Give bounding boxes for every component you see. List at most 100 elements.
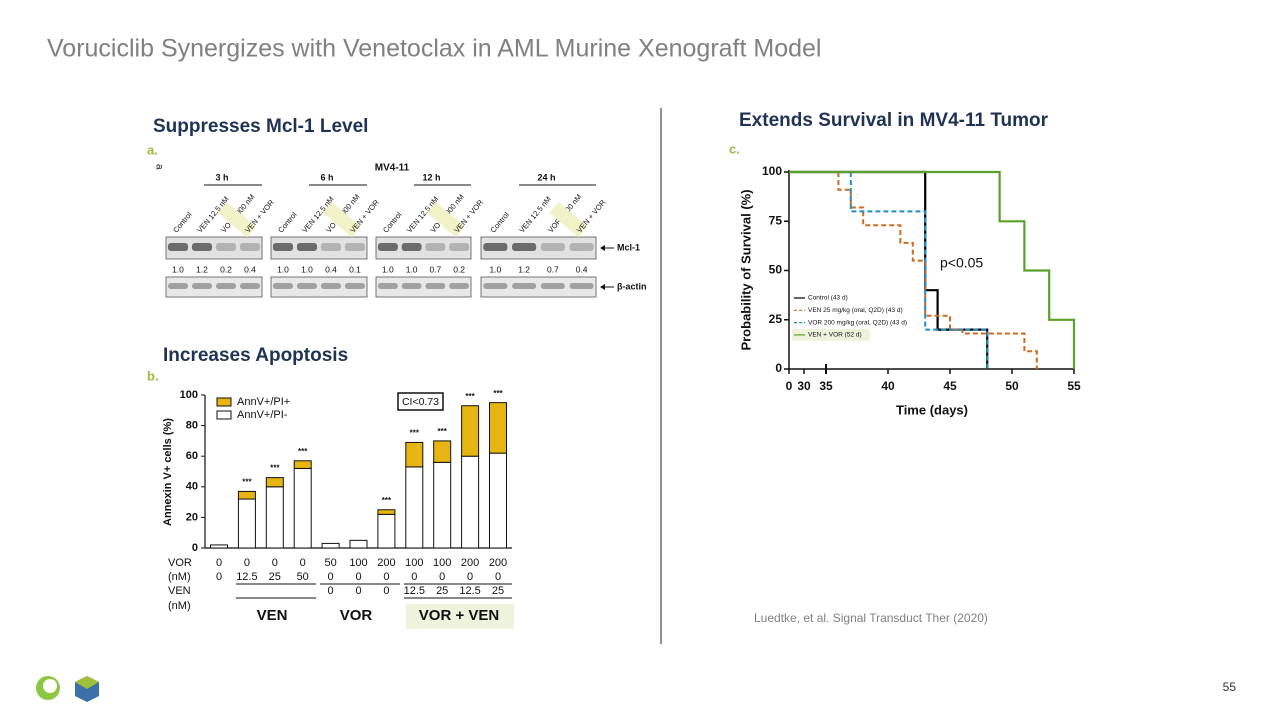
blot-frame <box>375 236 472 260</box>
x-row-label: VOR <box>168 557 192 569</box>
bar-segment <box>265 477 284 488</box>
band <box>191 283 213 289</box>
bar-segment <box>377 509 396 515</box>
legend-label: AnnV+/PI+ <box>237 396 290 408</box>
density-value: 0.4 <box>325 264 337 274</box>
citation: Luedtke, et al. Signal Transduct Ther (2… <box>754 611 988 625</box>
band <box>215 243 237 251</box>
x-tick-label: 40 <box>881 379 895 393</box>
time-label: 6 h <box>320 172 333 182</box>
x-tick-label: 200 <box>377 557 395 569</box>
x-tick-label: 0 <box>216 557 222 569</box>
band <box>540 283 565 289</box>
logo-circle <box>43 679 57 693</box>
bar-segment <box>433 461 452 549</box>
time-label: 24 h <box>537 172 555 182</box>
density-value: 0.7 <box>547 264 559 274</box>
x-tick-label: 0 <box>328 571 334 583</box>
density-value: 0.7 <box>429 264 441 274</box>
band <box>540 243 565 251</box>
y-tick-label: 100 <box>180 389 198 401</box>
x-tick-label: 0 <box>467 571 473 583</box>
band <box>483 283 508 289</box>
x-tick-label: 25 <box>436 585 448 597</box>
band <box>239 243 261 251</box>
significance: *** <box>298 447 308 456</box>
band <box>377 243 398 251</box>
bar-segment <box>461 405 480 457</box>
band <box>272 243 294 251</box>
density-value: 1.2 <box>518 264 530 274</box>
bar-segment <box>349 539 368 549</box>
row-label: Mcl-1 <box>617 242 640 252</box>
y-tick-label: 20 <box>186 511 198 523</box>
x-tick-label: 0 <box>439 571 445 583</box>
legend-label: VOR 200 mg/kg (oral, Q2D) (43 d) <box>808 319 907 326</box>
legend-swatch <box>216 397 232 407</box>
band <box>569 283 594 289</box>
blot-frame <box>480 236 597 260</box>
y-tick-label: 0 <box>192 542 198 554</box>
time-label: 12 h <box>422 172 440 182</box>
x-row-label: VEN <box>168 585 191 597</box>
x-tick-label: 25 <box>492 585 504 597</box>
band <box>449 243 470 251</box>
density-value: 1.0 <box>277 264 289 274</box>
bar-segment <box>405 466 424 549</box>
x-tick-label: 0 <box>244 557 250 569</box>
x-tick-label: 45 <box>943 379 957 393</box>
x-tick-label: 0 <box>355 585 361 597</box>
y-tick-label: 50 <box>769 263 783 277</box>
x-tick-label: 35 <box>819 379 833 393</box>
ci-box <box>397 392 444 411</box>
slide-title: Voruciclib Synergizes with Venetoclax in… <box>47 35 821 63</box>
legend-swatch <box>216 410 232 420</box>
group-label: VOR <box>340 607 373 624</box>
density-value: 0.1 <box>349 264 361 274</box>
x-tick-label: 12.5 <box>236 571 257 583</box>
significance: *** <box>465 392 475 401</box>
blot-frame <box>165 276 263 298</box>
survival-curve <box>849 172 989 369</box>
x-tick-label: 0 <box>786 379 793 393</box>
panel-label: a. <box>147 142 158 157</box>
bar-segment <box>461 455 480 549</box>
group-highlight <box>406 604 514 629</box>
group-label: VOR + VEN <box>419 607 499 624</box>
density-value: 1.0 <box>301 264 313 274</box>
panel-header: Increases Apoptosis <box>163 345 348 366</box>
bar-segment <box>405 441 424 468</box>
density-value: 1.2 <box>196 264 208 274</box>
significance: *** <box>438 427 448 436</box>
band <box>239 283 261 289</box>
x-tick-label: 12.5 <box>459 585 480 597</box>
x-tick-label: 0 <box>355 571 361 583</box>
significance: *** <box>493 389 503 398</box>
y-tick-label: 100 <box>762 164 782 178</box>
bar-segment <box>433 440 452 463</box>
density-value: 1.0 <box>172 264 184 274</box>
band <box>167 243 189 251</box>
density-value: 1.0 <box>406 264 418 274</box>
x-tick-label: 30 <box>797 379 811 393</box>
band <box>512 283 537 289</box>
band <box>569 243 594 251</box>
logo <box>36 676 99 702</box>
blot-frame <box>270 236 368 260</box>
bar-segment <box>321 542 340 549</box>
lane-label: Control <box>276 210 299 235</box>
band <box>483 243 508 251</box>
significance: *** <box>410 429 420 438</box>
survival-curve <box>837 172 1038 369</box>
y-tick-label: 80 <box>186 420 198 432</box>
density-value: 1.0 <box>489 264 501 274</box>
x-tick-label: 0 <box>383 585 389 597</box>
x-row-label: (nM) <box>168 571 191 583</box>
ci-label: CI<0.73 <box>402 396 439 408</box>
arrow-head <box>600 284 605 290</box>
band <box>320 283 342 289</box>
x-tick-label: 200 <box>461 557 479 569</box>
x-tick-label: 0 <box>328 585 334 597</box>
legend-highlight <box>792 328 870 341</box>
x-tick-label: 50 <box>1005 379 1019 393</box>
